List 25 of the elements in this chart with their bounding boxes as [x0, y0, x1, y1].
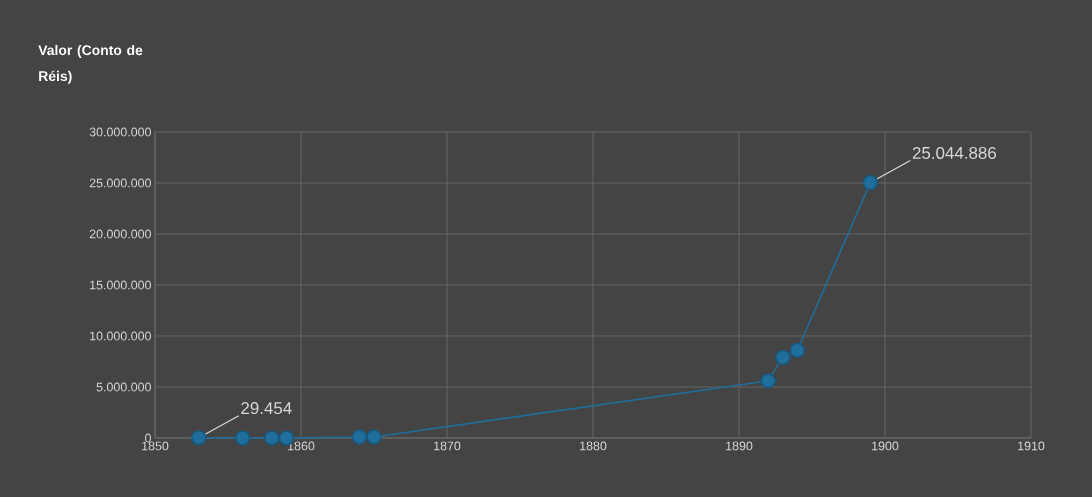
x-tick-label: 1880 — [580, 441, 607, 451]
point — [191, 429, 207, 446]
point — [789, 342, 806, 359]
annotation: 25.044.886 — [912, 146, 997, 159]
y-tick-label: 10.000.000 — [90, 331, 151, 341]
point — [351, 429, 368, 445]
x-tick-label: 1900 — [872, 441, 899, 451]
point — [366, 429, 382, 445]
y-tick-label: 20.000.000 — [89, 229, 151, 239]
x-tick-label: 1870 — [434, 441, 461, 451]
point — [234, 430, 251, 446]
x-tick-label: 1850 — [142, 441, 169, 451]
x-tick-label: 1910 — [1018, 441, 1045, 451]
y-axis-title: Valor (Conto de Réis) — [38, 44, 143, 84]
y-tick-label: 30.000.000 — [89, 127, 151, 137]
point — [775, 349, 791, 366]
annotation: 29.454 — [241, 402, 292, 415]
y-tick-label: 0 — [145, 433, 151, 443]
point — [862, 174, 879, 191]
point — [760, 373, 776, 389]
point — [264, 430, 280, 446]
x-tick-label: 1890 — [726, 441, 753, 451]
y-tick-label: 25.000.000 — [89, 178, 151, 188]
y-tick-label: 5.000.000 — [96, 382, 151, 392]
y-tick-label: 15.000.000 — [90, 280, 151, 290]
